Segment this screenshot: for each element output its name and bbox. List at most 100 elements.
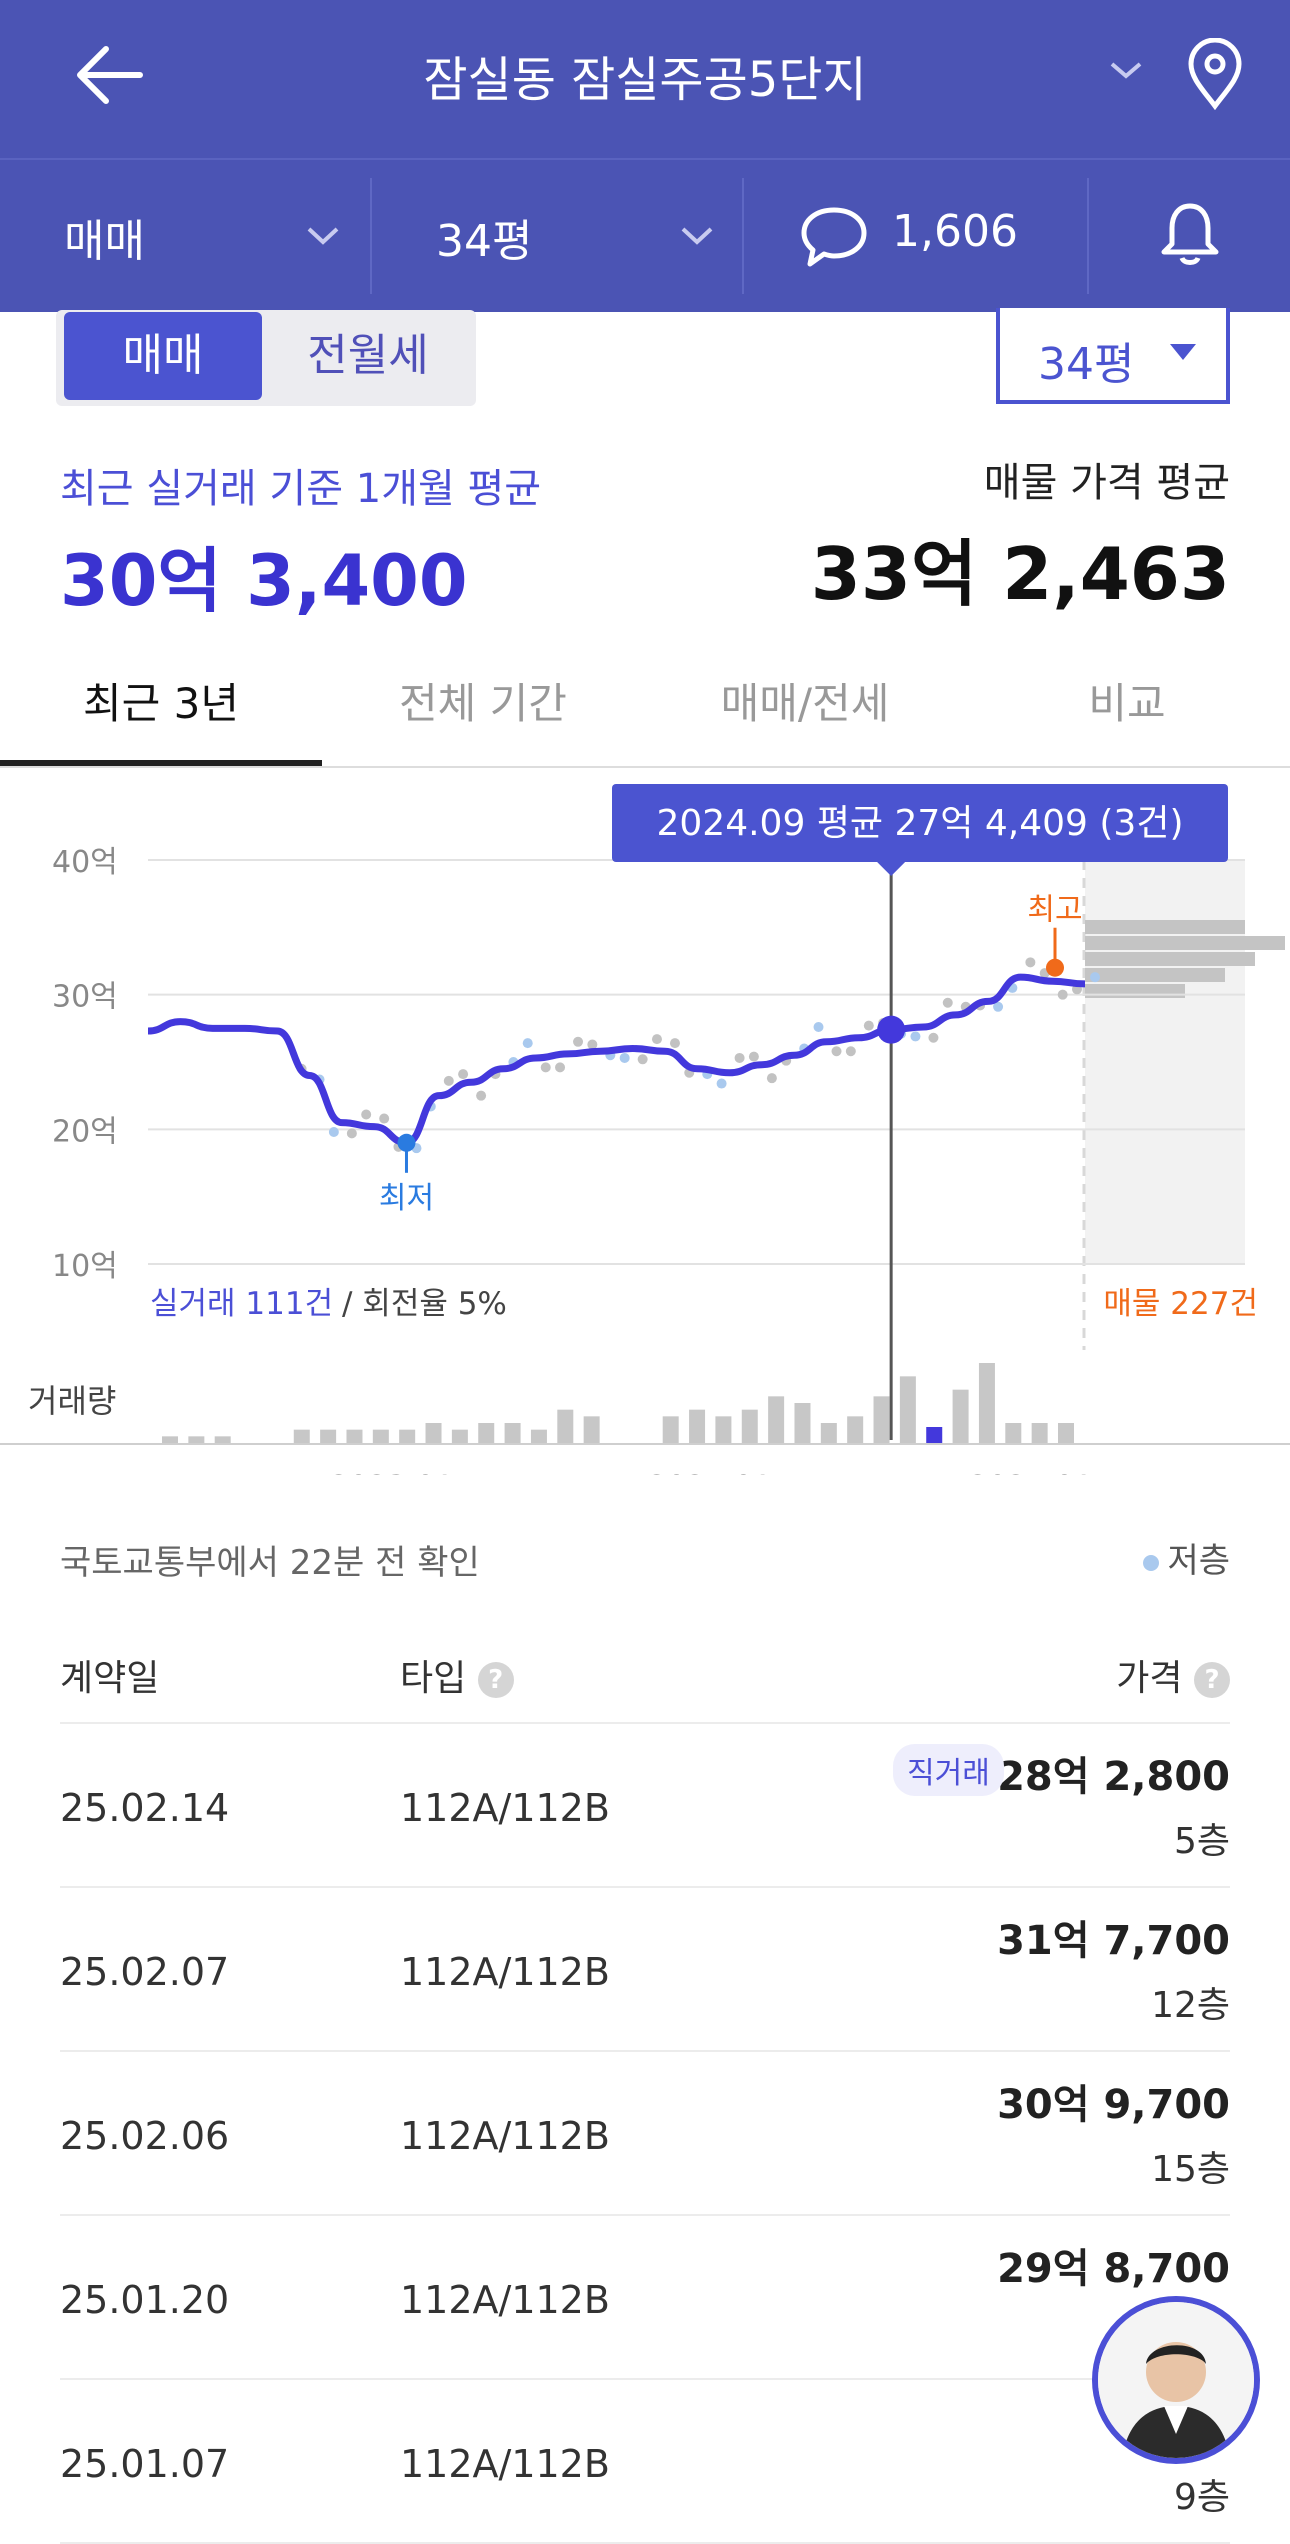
data-point	[361, 1109, 372, 1120]
period-tabs: 최근 3년 전체 기간 매매/전세 비교	[0, 640, 1290, 768]
row-divider	[60, 2214, 1230, 2216]
x-tick-label: 2025.01	[969, 1470, 1093, 1475]
volume-bar	[741, 1409, 758, 1443]
size-select-label: 34평	[1038, 339, 1135, 390]
comments-button[interactable]: 1,606	[800, 200, 1100, 280]
data-point	[845, 1046, 856, 1057]
table-row[interactable]: 25.02.14 112A/112B 28억 2,800 5층 직거래	[0, 1724, 1290, 1888]
agent-avatar-button[interactable]	[1092, 2296, 1260, 2464]
size-label: 34평	[436, 216, 533, 267]
page-title[interactable]: 잠실동 잠실주공5단지	[423, 52, 867, 108]
volume-bar	[926, 1427, 943, 1443]
x-tick-label: 2024.01	[648, 1470, 772, 1475]
size-dropdown[interactable]: 34평	[436, 205, 726, 275]
col-price-label: 가격	[1116, 1658, 1183, 1699]
direct-trade-badge: 직거래	[893, 1744, 1004, 1796]
row-price: 29억 8,700	[997, 2246, 1230, 2292]
size-select[interactable]: 34평	[996, 308, 1230, 404]
back-button[interactable]	[70, 35, 150, 115]
segment-sale[interactable]: 매매	[64, 312, 262, 400]
data-point	[346, 1128, 357, 1139]
tab-compare[interactable]: 비교	[1088, 679, 1166, 728]
volume-bar	[873, 1396, 890, 1443]
y-tick-label: 10억	[52, 1249, 118, 1284]
data-point	[1057, 989, 1068, 1000]
col-price: 가격 ?	[1116, 1649, 1230, 1701]
tab-sale-lease[interactable]: 매매/전세	[720, 679, 890, 728]
bell-icon	[1161, 203, 1219, 265]
volume-bar	[978, 1363, 995, 1443]
row-date: 25.01.20	[60, 2278, 230, 2322]
data-point	[522, 1038, 533, 1049]
trade-segment: 매매 전월세	[56, 310, 476, 406]
data-point	[831, 1046, 842, 1057]
data-point	[748, 1051, 759, 1062]
low-floor-legend: 저층	[1143, 1533, 1230, 1582]
volume-bar	[662, 1416, 679, 1443]
help-icon[interactable]: ?	[477, 1662, 514, 1698]
data-point	[573, 1036, 584, 1047]
tab-all-period[interactable]: 전체 기간	[399, 679, 567, 728]
table-row[interactable]: 25.01.20 112A/112B 29억 8,700	[0, 2216, 1290, 2380]
arrow-left-icon	[77, 46, 143, 104]
chevron-down-icon	[681, 227, 713, 245]
row-type: 112A/112B	[400, 1950, 610, 1994]
y-tick-label: 20억	[52, 1114, 118, 1149]
data-point	[734, 1052, 745, 1063]
data-point	[651, 1034, 662, 1045]
notification-button[interactable]	[1158, 200, 1222, 272]
avatar	[1098, 2302, 1254, 2458]
tooltip-box	[612, 784, 1228, 862]
y-tick-label: 30억	[52, 980, 118, 1015]
comment-count: 1,606	[892, 206, 1018, 257]
high-marker	[1046, 958, 1064, 977]
volume-bar	[1005, 1423, 1022, 1443]
row-floor: 15층	[1151, 2149, 1230, 2190]
volume-bar	[1031, 1423, 1048, 1443]
table-header: 계약일 타입 ? 가격 ?	[0, 1645, 1290, 1705]
location-button[interactable]	[1183, 37, 1247, 114]
row-divider	[60, 1722, 1230, 1724]
row-date: 25.02.06	[60, 2114, 230, 2158]
volume-bar	[530, 1429, 547, 1443]
low-label: 최저	[379, 1181, 434, 1216]
volume-bar	[820, 1423, 837, 1443]
tabs-divider	[0, 766, 1290, 768]
volume-bar	[346, 1429, 363, 1443]
tooltip-pointer	[877, 862, 906, 876]
row-type: 112A/112B	[400, 2114, 610, 2158]
chevron-down-icon[interactable]	[1108, 58, 1144, 86]
data-point	[555, 1062, 566, 1073]
high-label: 최고	[1027, 893, 1082, 928]
tab-recent-3y[interactable]: 최근 3년	[83, 679, 239, 728]
volume-label: 거래량	[28, 1382, 116, 1420]
tooltip-text: 2024.09 평균 27억 4,409 (3건)	[657, 803, 1184, 844]
help-icon[interactable]: ?	[1194, 1662, 1230, 1698]
listing-avg-label: 매물 가격 평균	[983, 460, 1230, 506]
volume-bar	[320, 1429, 337, 1443]
col-type-label: 타입	[400, 1658, 467, 1699]
listing-bar	[1085, 920, 1245, 934]
speech-bubble-icon	[801, 207, 867, 267]
volume-bar	[847, 1416, 864, 1443]
divider	[370, 178, 372, 294]
data-point	[813, 1021, 824, 1032]
data-point	[476, 1090, 487, 1101]
row-floor: 12층	[1151, 1985, 1230, 2026]
data-point	[619, 1052, 630, 1063]
row-floor: 5층	[1173, 1821, 1230, 1862]
volume-bar	[715, 1416, 732, 1443]
row-divider	[60, 1886, 1230, 1888]
volume-bar	[899, 1376, 916, 1443]
turnover-label: / 회전율 5%	[342, 1286, 507, 1322]
listing-avg-value: 33억 2,463	[810, 532, 1230, 616]
trade-type-dropdown[interactable]: 매매	[64, 205, 354, 275]
table-row[interactable]: 25.02.07 112A/112B 31억 7,700 12층	[0, 1888, 1290, 2052]
segment-rent[interactable]: 전월세	[307, 330, 429, 381]
y-tick-label: 40억	[52, 845, 118, 880]
table-row[interactable]: 25.02.06 112A/112B 30억 9,700 15층	[0, 2052, 1290, 2216]
listing-count-label: 매물 227건	[1103, 1286, 1258, 1322]
price-chart[interactable]: 40억 30억 20억 10억 최저 최고 2024.09 평균 27억 4,409 (3건…	[0, 775, 1290, 1475]
volume-bar	[768, 1396, 785, 1443]
divider	[1087, 178, 1089, 294]
